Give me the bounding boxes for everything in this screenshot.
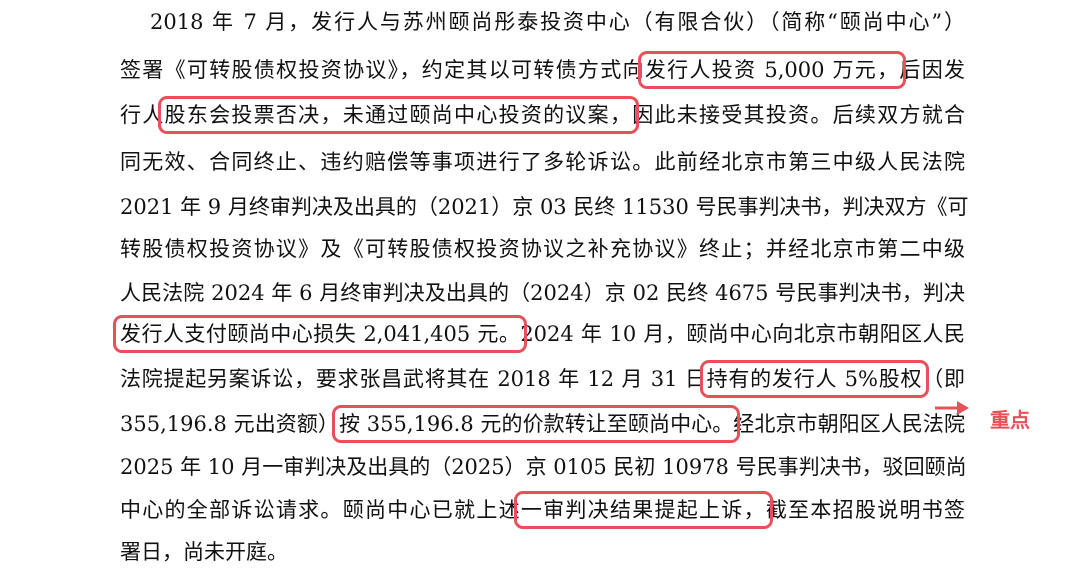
text-segment: 法院提起另案诉讼，要求张昌武将其在 2018 年 12 月 31 日 xyxy=(120,367,707,391)
text-segment: 2024 年 10 月，颐尚中心向北京市朝阳区人民 xyxy=(520,322,965,346)
text-segment: 同无效、合同终止、违约赔偿等事项进行了多轮诉讼。此前经北京市第三中级人民法院 xyxy=(120,150,965,174)
text-segment: 中心的全部诉讼请求。颐尚中心已就上述 xyxy=(120,498,521,522)
highlight-box: 发行人投资 5,000 万元， xyxy=(637,51,907,89)
text-segment: 2018 年 7 月，发行人与苏州颐尚彤泰投资中心（有限合伙）（简称“颐尚中心”… xyxy=(150,10,965,34)
text-segment: 2025 年 10 月一审判决及出具的（2025）京 0105 民初 10978… xyxy=(120,455,967,479)
key-point-label: 重点 xyxy=(990,408,1030,432)
text-segment: 截至本招股说明书签 xyxy=(765,498,966,522)
text-segment: 后因发 xyxy=(899,58,966,82)
highlight-box: 持有的发行人 5%股权 xyxy=(699,360,930,398)
text-segment: 经北京市朝阳区人民法院 xyxy=(733,412,965,436)
text-line: 人民法院 2024 年 6 月终审判决及出具的（2024）京 02 民终 467… xyxy=(120,278,965,308)
text-line: 行人股东会投票否决，未通过颐尚中心投资的议案，因此未接受其投资。后续双方就合 xyxy=(120,96,966,134)
highlight-box: 按 355,196.8 元的价款转让至颐尚中心。 xyxy=(331,405,741,443)
highlight-box: 一审判决结果提起上诉， xyxy=(513,491,773,529)
text-line: 中心的全部诉讼请求。颐尚中心已就上述一审判决结果提起上诉，截至本招股说明书签 xyxy=(120,491,966,529)
text-segment: 因此未接受其投资。后续双方就合 xyxy=(632,103,966,127)
highlight-box: 股东会投票否决，未通过颐尚中心投资的议案， xyxy=(157,96,640,134)
text-line: 签署《可转股债权投资协议》，约定其以可转债方式向发行人投资 5,000 万元，后… xyxy=(120,51,966,89)
text-line: 署日，尚未开庭。 xyxy=(120,537,965,567)
text-line: 2025 年 10 月一审判决及出具的（2025）京 0105 民初 10978… xyxy=(120,452,967,482)
text-line: 发行人支付颐尚中心损失 2,041,405 元。2024 年 10 月，颐尚中心… xyxy=(112,315,965,353)
highlight-box: 发行人支付颐尚中心损失 2,041,405 元。 xyxy=(112,315,528,353)
text-line: 2018 年 7 月，发行人与苏州颐尚彤泰投资中心（有限合伙）（简称“颐尚中心”… xyxy=(150,7,965,37)
text-segment: 转股债权投资协议》及《可转股债权投资协议之补充协议》终止；并经北京市第二中级 xyxy=(120,237,965,261)
text-line: 同无效、合同终止、违约赔偿等事项进行了多轮诉讼。此前经北京市第三中级人民法院 xyxy=(120,147,965,177)
arrow-right-icon xyxy=(935,401,969,415)
text-line: 转股债权投资协议》及《可转股债权投资协议之补充协议》终止；并经北京市第二中级 xyxy=(120,234,965,264)
text-segment: 行人 xyxy=(120,103,165,127)
text-line: 355,196.8 元出资额）按 355,196.8 元的价款转让至颐尚中心。经… xyxy=(120,405,965,443)
text-segment: （即 xyxy=(922,367,965,391)
text-segment: 签署《可转股债权投资协议》，约定其以可转债方式向 xyxy=(120,58,645,82)
text-line: 2021 年 9 月终审判决及出具的（2021）京 03 民终 11530 号民… xyxy=(120,192,969,222)
text-segment: 人民法院 2024 年 6 月终审判决及出具的（2024）京 02 民终 467… xyxy=(120,281,965,305)
text-line: 法院提起另案诉讼，要求张昌武将其在 2018 年 12 月 31 日持有的发行人… xyxy=(120,360,965,398)
text-segment: 355,196.8 元出资额） xyxy=(120,412,339,436)
text-segment: 2021 年 9 月终审判决及出具的（2021）京 03 民终 11530 号民… xyxy=(120,195,969,219)
text-segment: 署日，尚未开庭。 xyxy=(120,540,288,564)
